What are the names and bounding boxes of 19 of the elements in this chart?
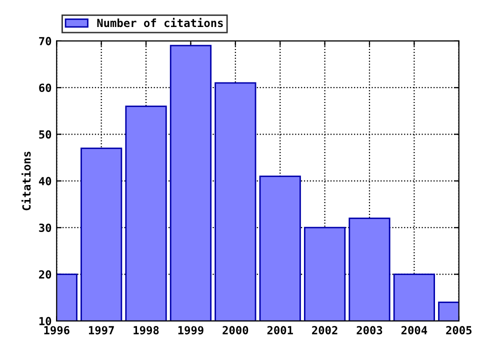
y-tick-label: 20 <box>39 270 52 279</box>
y-tick-label: 60 <box>39 84 52 92</box>
x-tick-label: 1999 <box>178 326 204 334</box>
x-tick-label: 1996 <box>44 326 70 334</box>
x-tick-label: 2003 <box>356 326 382 334</box>
y-tick-label: 50 <box>39 130 52 139</box>
legend-label: Number of citations <box>97 18 223 28</box>
y-tick-label: 10 <box>39 316 52 326</box>
y-tick-label: 70 <box>39 36 52 46</box>
x-tick-label: 2005 <box>446 326 472 334</box>
y-tick-label: 30 <box>39 224 52 232</box>
x-tick-label: 2002 <box>312 326 338 334</box>
x-tick-label: 1997 <box>88 326 114 334</box>
x-tick-label: 2004 <box>401 326 428 334</box>
y-axis-title: Citations <box>22 152 31 210</box>
x-tick-label: 2000 <box>222 326 248 334</box>
y-tick-label: 40 <box>38 176 52 186</box>
x-tick-label: 1998 <box>134 326 159 334</box>
x-tick-label: 2001 <box>267 326 293 334</box>
